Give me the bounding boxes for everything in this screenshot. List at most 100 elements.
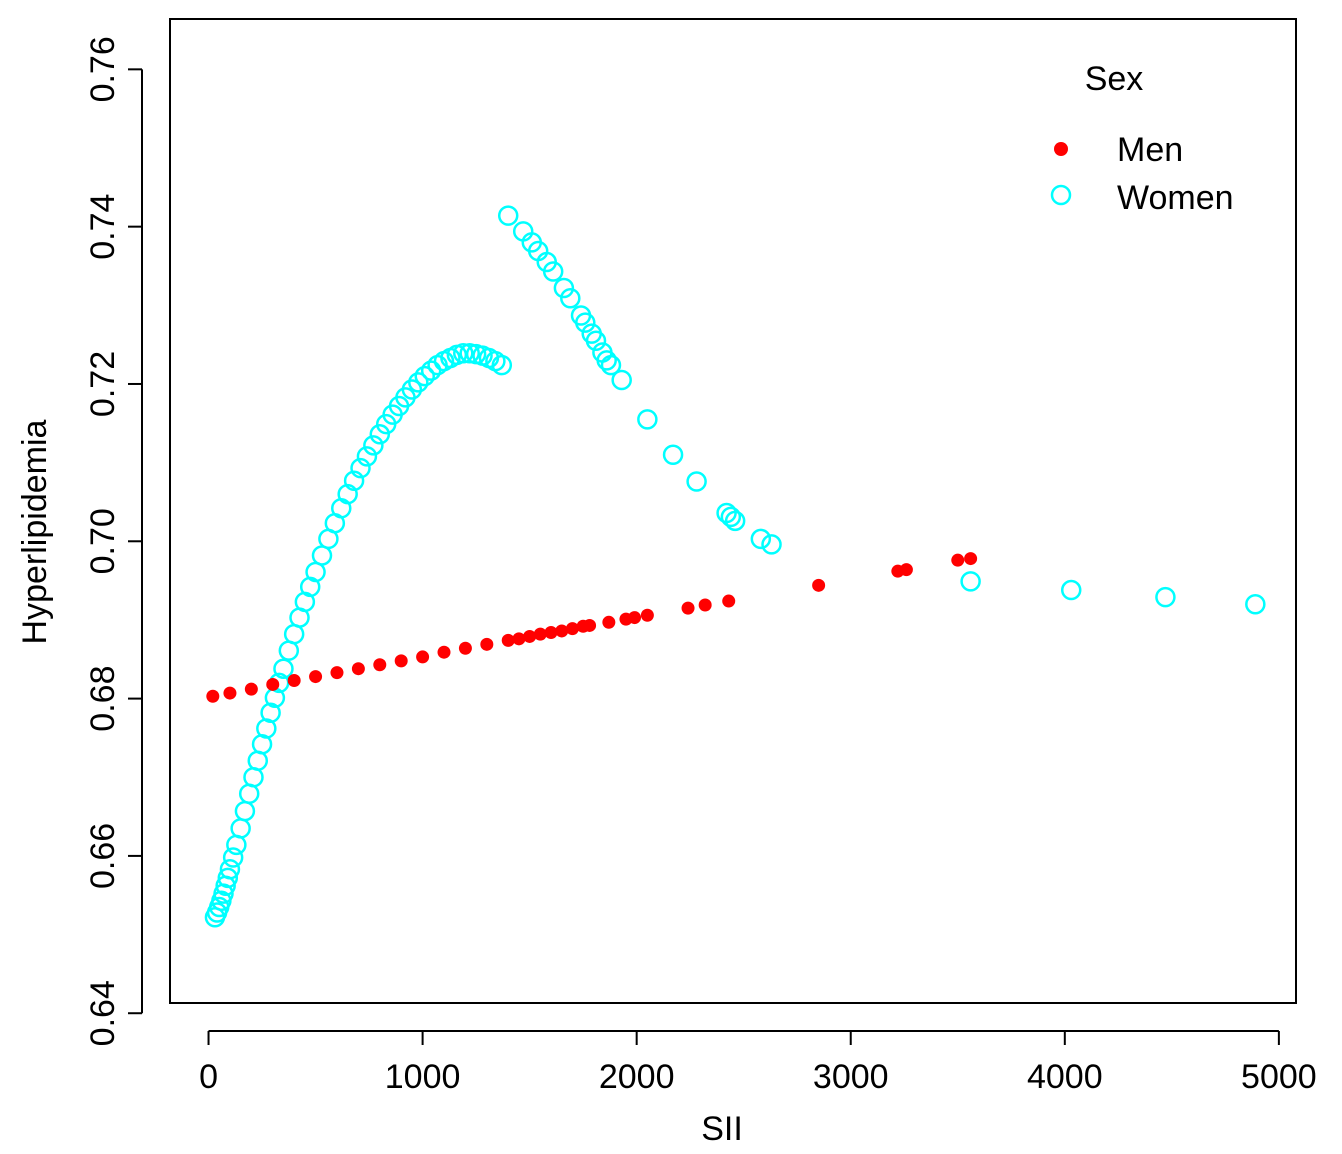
- y-tick-label: 0.74: [84, 194, 122, 260]
- legend-women-label: Women: [1117, 179, 1234, 217]
- women-point: [350, 457, 371, 479]
- women-point: [226, 834, 247, 856]
- men-point: [555, 624, 569, 638]
- legend-men-label: Men: [1117, 131, 1183, 169]
- women-point: [247, 750, 269, 771]
- men-point: [899, 563, 913, 577]
- x-tick-label: 4000: [1027, 1058, 1103, 1096]
- women-point: [611, 369, 632, 391]
- legend-title: Sex: [1085, 60, 1144, 98]
- plot-frame: [169, 18, 1297, 1004]
- women-point: [238, 783, 260, 805]
- legend: Sex Men Women: [1050, 60, 1234, 217]
- women-point: [497, 205, 519, 226]
- women-point: [1060, 579, 1082, 601]
- series-women: [204, 205, 1266, 928]
- women-point: [960, 571, 981, 592]
- men-point: [698, 598, 712, 612]
- x-tick-label: 5000: [1241, 1058, 1317, 1096]
- men-point: [812, 578, 826, 592]
- legend-men-marker: [1054, 142, 1068, 156]
- men-point: [458, 641, 472, 655]
- women-point: [219, 859, 241, 880]
- men-point: [309, 670, 323, 684]
- men-point: [964, 552, 978, 566]
- y-axis-label: Hyperlipidemia: [16, 419, 54, 644]
- women-point: [260, 702, 281, 724]
- x-tick-label: 3000: [813, 1058, 889, 1096]
- women-point: [553, 277, 575, 299]
- y-tick-label: 0.72: [84, 351, 122, 417]
- women-point: [356, 446, 378, 467]
- y-tick-label: 0.64: [84, 980, 122, 1046]
- men-point: [206, 689, 220, 703]
- women-point: [720, 506, 742, 528]
- men-point: [266, 677, 280, 691]
- women-point: [401, 379, 423, 400]
- women-point: [724, 510, 746, 532]
- men-point: [501, 633, 515, 647]
- women-point: [542, 261, 564, 282]
- women-point: [278, 640, 300, 661]
- men-point: [565, 622, 579, 636]
- women-point: [414, 365, 435, 387]
- y-tick-label: 0.70: [84, 508, 122, 574]
- men-point: [416, 650, 430, 664]
- women-point: [363, 435, 384, 456]
- men-point: [394, 654, 408, 668]
- men-point: [951, 553, 965, 567]
- series-men: [206, 552, 978, 703]
- women-point: [596, 350, 617, 371]
- men-point: [544, 626, 558, 640]
- women-point: [686, 471, 707, 492]
- x-tick-label: 2000: [599, 1058, 675, 1096]
- women-point: [343, 470, 365, 491]
- women-point: [453, 343, 474, 364]
- men-point: [583, 618, 597, 632]
- women-point: [600, 354, 622, 376]
- women-point: [234, 800, 256, 822]
- women-point: [662, 444, 684, 466]
- men-point: [373, 658, 387, 672]
- men-point: [722, 594, 736, 608]
- men-point: [602, 615, 616, 629]
- men-point: [437, 645, 451, 659]
- men-point: [512, 632, 526, 646]
- women-point: [1245, 593, 1266, 615]
- x-axis-label: SII: [701, 1110, 743, 1148]
- women-point: [761, 534, 782, 555]
- women-point: [408, 372, 429, 393]
- men-point: [480, 637, 494, 651]
- legend-women-marker: [1050, 184, 1072, 206]
- y-axis: 0.64 0.66 0.68 0.70 0.72 0.74 0.76: [84, 36, 143, 1046]
- y-tick-label: 0.68: [84, 666, 122, 732]
- men-point: [523, 629, 537, 643]
- women-point: [491, 354, 513, 376]
- y-tick-label: 0.66: [84, 823, 122, 889]
- women-point: [217, 867, 239, 889]
- women-point: [283, 623, 305, 645]
- women-point: [273, 658, 294, 679]
- men-point: [330, 666, 344, 680]
- men-point: [287, 674, 301, 688]
- men-point: [681, 601, 695, 615]
- x-tick-label: 0: [199, 1058, 218, 1096]
- women-point: [369, 424, 391, 445]
- women-point: [459, 343, 480, 364]
- men-point: [640, 608, 654, 622]
- women-point: [637, 409, 658, 430]
- men-point: [244, 682, 258, 696]
- men-point: [223, 686, 237, 700]
- men-point: [533, 627, 547, 641]
- men-point: [351, 662, 365, 676]
- women-point: [560, 287, 581, 309]
- women-point: [1155, 586, 1176, 608]
- women-point: [585, 330, 607, 351]
- women-point: [750, 528, 772, 550]
- data-layer: [204, 205, 1266, 928]
- women-point: [222, 847, 244, 868]
- men-point: [628, 611, 642, 625]
- y-tick-label: 0.76: [84, 36, 122, 102]
- x-axis: 0 1000 2000 3000 4000 5000: [199, 1030, 1317, 1096]
